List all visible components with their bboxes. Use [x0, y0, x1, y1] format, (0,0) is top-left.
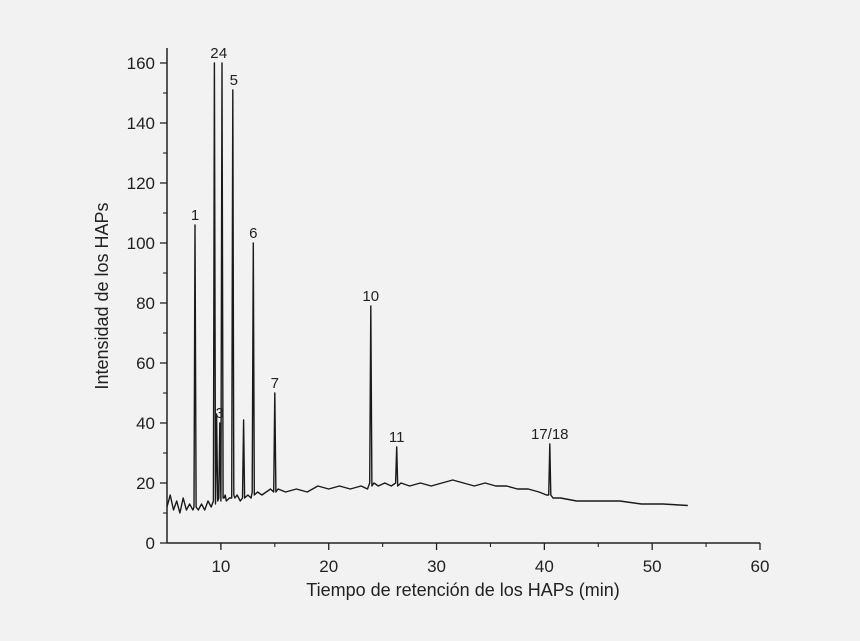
y-tick-label: 100	[127, 234, 155, 253]
x-tick-label: 20	[319, 557, 338, 576]
y-axis-title: Intensidad de los HAPs	[92, 202, 112, 389]
x-tick-label: 10	[211, 557, 230, 576]
peak-label: 1	[191, 207, 199, 224]
x-tick-label: 60	[751, 557, 770, 576]
peak-label: 5	[230, 72, 238, 89]
x-axis-title: Tiempo de retención de los HAPs (min)	[306, 580, 619, 600]
tick-labels: 0 20 40 60 80 100 120 140 160 10 20 30 40 50 60	[127, 54, 770, 576]
peak-label: 2	[210, 45, 218, 62]
peak-label: 6	[249, 225, 257, 242]
peak-label: 4	[219, 45, 227, 62]
peak-label: 7	[271, 375, 279, 392]
x-tick-label: 40	[535, 557, 554, 576]
y-tick-label: 40	[136, 414, 155, 433]
y-tick-label: 160	[127, 54, 155, 73]
y-tick-label: 0	[146, 534, 155, 553]
peak-label: 3	[216, 405, 224, 422]
x-tick-label: 30	[427, 557, 446, 576]
y-tick-label: 20	[136, 474, 155, 493]
y-tick-label: 80	[136, 294, 155, 313]
x-tick-label: 50	[643, 557, 662, 576]
peak-labels: 1 2 3 45 6 7 10 11 17/18	[191, 45, 569, 446]
y-tick-label: 60	[136, 354, 155, 373]
tick-marks	[160, 62, 761, 550]
peak-label: 17/18	[531, 426, 569, 443]
peak-label: 11	[389, 429, 405, 446]
y-tick-label: 140	[127, 114, 155, 133]
y-tick-label: 120	[127, 174, 155, 193]
peak-label: 10	[362, 288, 379, 305]
chromatogram-line	[166, 62, 688, 514]
